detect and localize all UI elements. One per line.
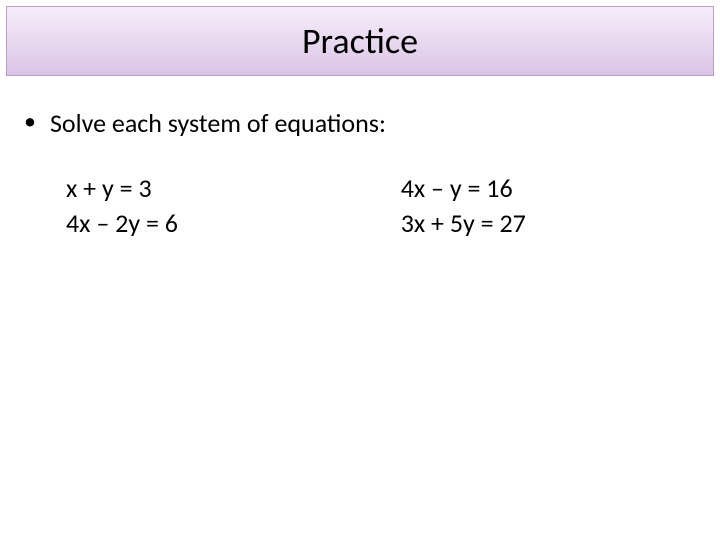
systems-row: x + y = 3 4x – 2y = 6 4x – y = 16 3x + 5… (66, 171, 696, 241)
slide-title: Practice (302, 19, 418, 63)
instruction-row: • Solve each system of equations: (24, 108, 696, 139)
title-banner: Practice (6, 6, 714, 76)
bullet-icon: • (24, 108, 36, 137)
instruction-text: Solve each system of equations: (50, 108, 386, 139)
system-2: 4x – y = 16 3x + 5y = 27 (401, 171, 696, 241)
equation-text: 4x – 2y = 6 (66, 206, 401, 241)
system-1: x + y = 3 4x – 2y = 6 (66, 171, 401, 241)
equation-text: 4x – y = 16 (401, 171, 696, 206)
equation-text: 3x + 5y = 27 (401, 206, 696, 241)
equation-text: x + y = 3 (66, 171, 401, 206)
slide-content: • Solve each system of equations: x + y … (24, 108, 696, 241)
